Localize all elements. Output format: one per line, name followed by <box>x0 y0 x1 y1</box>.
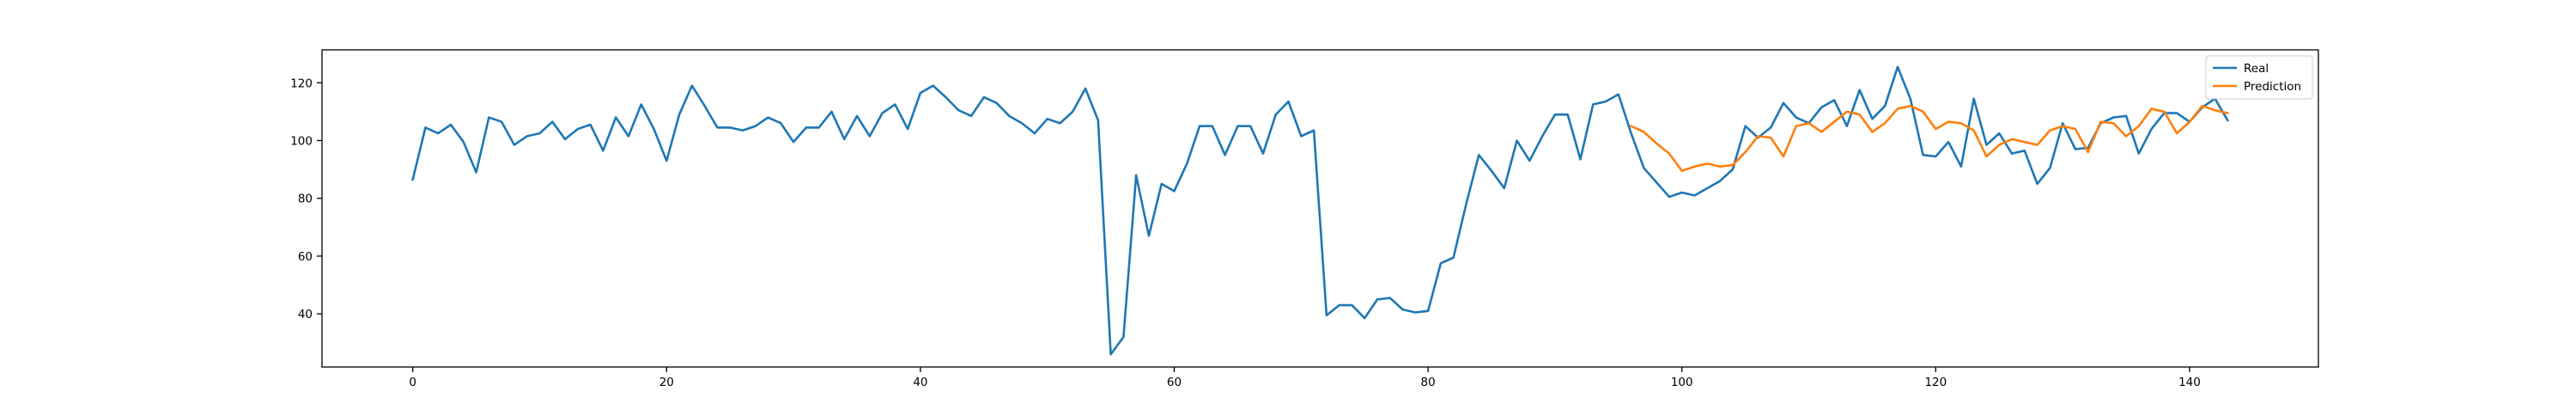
legend-label-prediction: Prediction <box>2244 80 2301 94</box>
y-tick-label: 60 <box>298 250 313 264</box>
y-tick-label: 100 <box>290 135 313 149</box>
y-tick-label: 120 <box>290 76 313 90</box>
y-tick-label: 80 <box>298 193 313 206</box>
series-line-prediction <box>1629 104 2229 173</box>
plot-area <box>411 65 2230 356</box>
legend-label-real: Real <box>2244 62 2269 76</box>
series-line-real <box>411 65 2230 356</box>
x-tick-label: 20 <box>659 376 674 389</box>
x-tick-label: 80 <box>1421 376 1436 389</box>
axes: 0 20 40 60 80 100 120 140 40 60 80 100 120 <box>290 49 2319 389</box>
axes-frame <box>321 49 2319 368</box>
x-tick-label: 60 <box>1167 376 1182 389</box>
x-tick-label: 140 <box>2178 376 2201 389</box>
legend: Real Prediction <box>2205 55 2313 100</box>
y-tick-label: 40 <box>298 308 313 321</box>
x-tick-label: 0 <box>409 376 416 389</box>
legend-box <box>2205 55 2313 100</box>
x-tick-label: 40 <box>913 376 927 389</box>
x-tick-label: 100 <box>1671 376 1693 389</box>
x-tick-label: 120 <box>1924 376 1947 389</box>
